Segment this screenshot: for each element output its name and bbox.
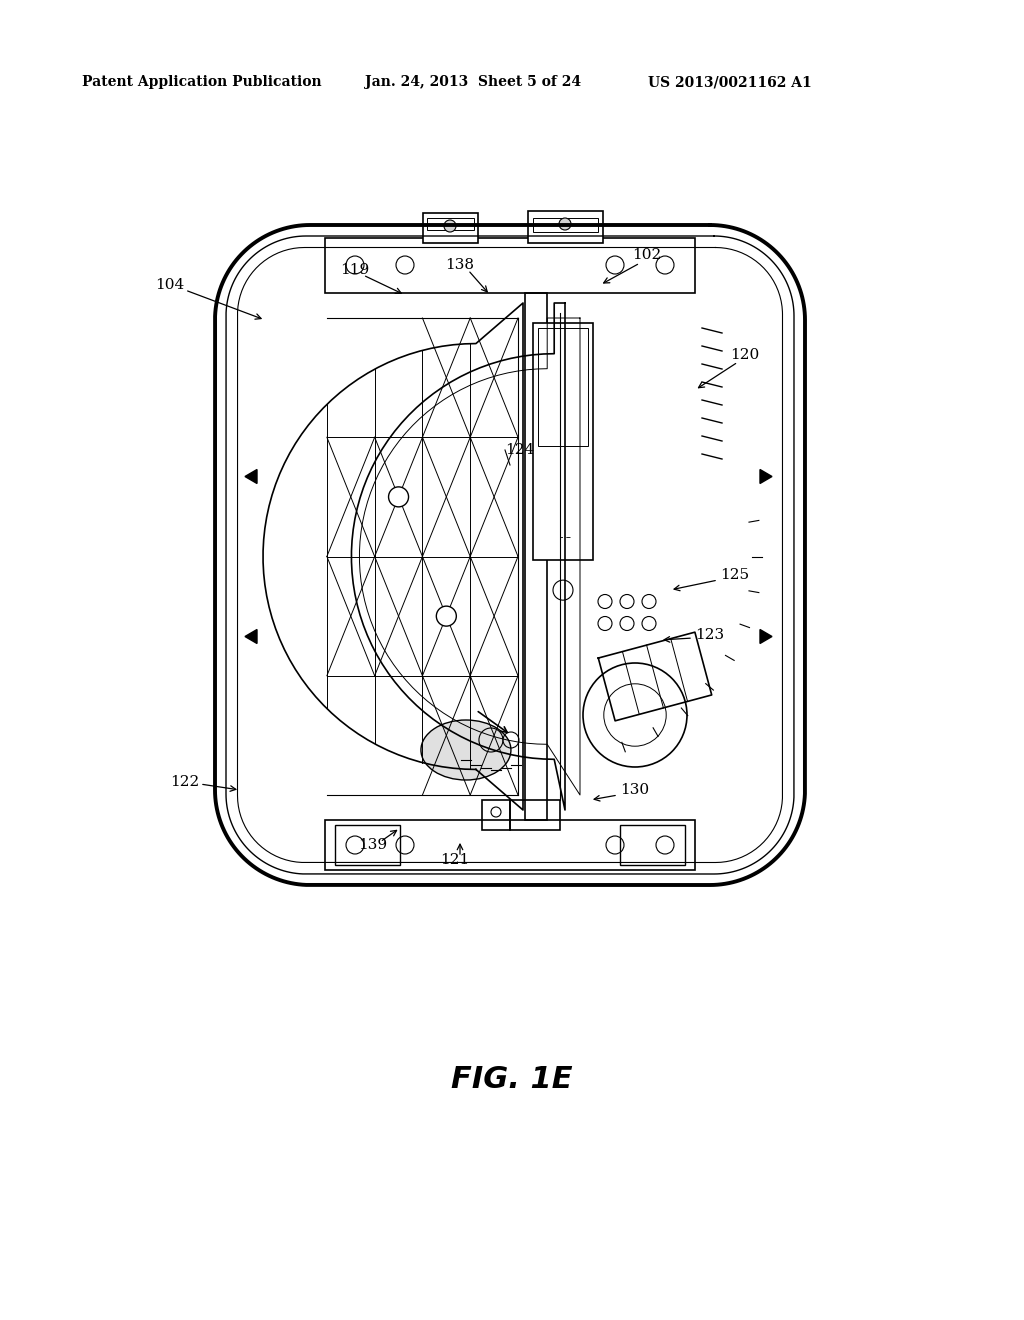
Polygon shape bbox=[760, 630, 772, 644]
Text: 119: 119 bbox=[340, 263, 370, 277]
Text: 124: 124 bbox=[505, 444, 535, 457]
Ellipse shape bbox=[421, 719, 511, 780]
Circle shape bbox=[444, 220, 456, 232]
Text: FIG. 1E: FIG. 1E bbox=[452, 1065, 572, 1094]
Circle shape bbox=[559, 218, 571, 230]
Text: 123: 123 bbox=[695, 628, 724, 642]
Text: 104: 104 bbox=[155, 279, 184, 292]
Text: Patent Application Publication: Patent Application Publication bbox=[82, 75, 322, 88]
Bar bbox=[423, 213, 478, 243]
Polygon shape bbox=[245, 630, 257, 644]
Bar bbox=[325, 238, 695, 293]
Bar bbox=[510, 800, 560, 830]
Text: 120: 120 bbox=[730, 348, 759, 362]
Bar bbox=[525, 293, 547, 820]
Text: 139: 139 bbox=[358, 838, 387, 851]
Polygon shape bbox=[245, 470, 257, 483]
Bar bbox=[325, 820, 695, 870]
Bar bbox=[534, 218, 598, 232]
Bar bbox=[482, 800, 510, 830]
Bar bbox=[538, 327, 588, 446]
Text: 122: 122 bbox=[170, 775, 200, 789]
Circle shape bbox=[436, 606, 457, 626]
Text: 121: 121 bbox=[440, 853, 469, 867]
Bar bbox=[335, 825, 400, 865]
Polygon shape bbox=[760, 470, 772, 483]
Bar bbox=[620, 825, 685, 865]
Text: Jan. 24, 2013  Sheet 5 of 24: Jan. 24, 2013 Sheet 5 of 24 bbox=[365, 75, 582, 88]
Bar bbox=[534, 323, 593, 560]
Text: 102: 102 bbox=[632, 248, 662, 261]
Text: US 2013/0021162 A1: US 2013/0021162 A1 bbox=[648, 75, 812, 88]
Circle shape bbox=[388, 487, 409, 507]
Bar bbox=[427, 218, 474, 230]
Bar bbox=[528, 211, 603, 243]
Text: 138: 138 bbox=[445, 257, 474, 272]
Text: 130: 130 bbox=[620, 783, 649, 797]
Text: 125: 125 bbox=[720, 568, 750, 582]
